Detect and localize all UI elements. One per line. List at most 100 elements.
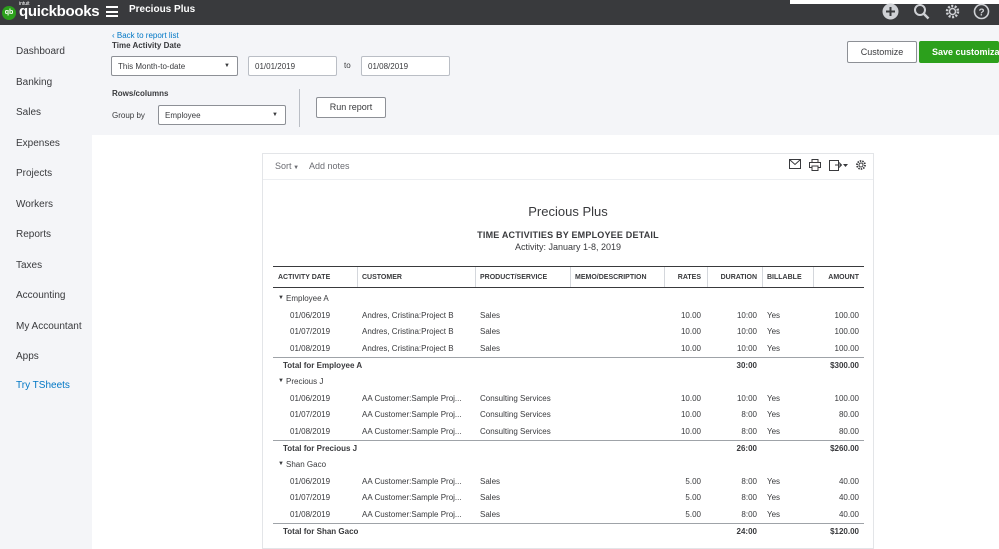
sidebar-item-accounting[interactable]: Accounting	[16, 290, 66, 301]
cell-customer[interactable]: AA Customer:Sample Proj...	[362, 426, 462, 436]
cell-customer[interactable]: AA Customer:Sample Proj...	[362, 393, 462, 403]
period-select[interactable]: This Month-to-date ▼	[111, 56, 238, 76]
table-row[interactable]: 01/08/2019 AA Customer:Sample Proj... Sale…	[273, 507, 864, 523]
total-label: Total for Shan Gaco	[283, 527, 359, 537]
cell-product-service: Sales	[480, 343, 501, 353]
sidebar-item-taxes[interactable]: Taxes	[16, 260, 43, 271]
sidebar-item-banking[interactable]: Banking	[16, 77, 53, 88]
column-header-amount[interactable]: AMOUNT	[828, 274, 859, 281]
cell-activity-date[interactable]: 01/07/2019	[290, 327, 331, 337]
cell-amount[interactable]: 40.00	[838, 493, 859, 503]
sidebar-item-workers[interactable]: Workers	[16, 199, 54, 210]
cell-activity-date[interactable]: 01/08/2019	[290, 343, 331, 353]
cell-customer[interactable]: Andres, Cristina:Project B	[362, 343, 454, 353]
help-icon[interactable]: ?	[973, 3, 990, 24]
group-name: Precious J	[286, 377, 324, 386]
cell-amount[interactable]: 40.00	[838, 476, 859, 486]
table-row[interactable]: 01/07/2019 AA Customer:Sample Proj... Cons…	[273, 407, 864, 423]
hamburger-menu-icon[interactable]	[106, 6, 118, 20]
search-field[interactable]	[790, 0, 999, 4]
cell-duration: 10:00	[736, 310, 757, 320]
table-row[interactable]: 01/08/2019 Andres, Cristina:Project B Sale…	[273, 341, 864, 357]
sidebar-item-my-accountant[interactable]: My Accountant	[16, 321, 82, 332]
save-customization-button[interactable]: Save customizati	[919, 41, 999, 63]
cell-rates: 5.00	[685, 493, 701, 503]
sidebar-item-reports[interactable]: Reports	[16, 229, 52, 240]
chevron-left-icon: ‹	[112, 31, 117, 40]
email-icon[interactable]	[789, 159, 801, 172]
back-link-label: Back to report list	[116, 31, 179, 40]
search-icon[interactable]	[913, 3, 930, 24]
cell-rates: 10.00	[680, 393, 701, 403]
run-report-button[interactable]: Run report	[316, 97, 386, 118]
chevron-down-icon[interactable]: ▼	[278, 378, 284, 384]
column-header-billable[interactable]: BILLABLE	[767, 274, 802, 281]
cell-activity-date[interactable]: 01/08/2019	[290, 426, 331, 436]
sort-dropdown[interactable]: Sort ▼	[275, 161, 299, 171]
total-row: Total for Employee A 30:00 $300.00	[273, 357, 864, 373]
table-row[interactable]: 01/06/2019 AA Customer:Sample Proj... Cons…	[273, 391, 864, 407]
table-row[interactable]: 01/07/2019 Andres, Cristina:Project B Sale…	[273, 324, 864, 340]
chevron-down-icon[interactable]: ▼	[278, 461, 284, 467]
sidebar-item-try-tsheets[interactable]: Try TSheets	[16, 380, 70, 391]
column-header-activity-date[interactable]: ACTIVITY DATE	[278, 274, 331, 281]
cell-amount[interactable]: 100.00	[834, 343, 859, 353]
report-company-name: Precious Plus	[528, 204, 608, 219]
cell-amount[interactable]: 80.00	[838, 426, 859, 436]
column-header-rates[interactable]: RATES	[677, 274, 701, 281]
cell-customer[interactable]: Andres, Cristina:Project B	[362, 327, 454, 337]
sidebar-item-projects[interactable]: Projects	[16, 168, 53, 179]
group-row[interactable]: ▼ Employee A	[273, 291, 864, 307]
cell-amount[interactable]: 40.00	[838, 509, 859, 519]
quickbooks-logo[interactable]: qb intuit quickbooks	[2, 1, 100, 21]
table-row[interactable]: 01/06/2019 Andres, Cristina:Project B Sale…	[273, 308, 864, 324]
total-amount[interactable]: $300.00	[830, 361, 859, 371]
cell-customer[interactable]: AA Customer:Sample Proj...	[362, 476, 462, 486]
print-icon[interactable]	[809, 159, 821, 174]
table-row[interactable]: 01/08/2019 AA Customer:Sample Proj... Cons…	[273, 424, 864, 440]
cell-amount[interactable]: 100.00	[834, 327, 859, 337]
column-header-customer[interactable]: CUSTOMER	[362, 274, 402, 281]
settings-gear-icon[interactable]	[855, 159, 867, 174]
cell-customer[interactable]: AA Customer:Sample Proj...	[362, 410, 462, 420]
to-date-field[interactable]: 01/08/2019	[361, 56, 450, 76]
table-row[interactable]: 01/06/2019 AA Customer:Sample Proj... Sale…	[273, 474, 864, 490]
sidebar-item-sales[interactable]: Sales	[16, 107, 42, 118]
sort-label: Sort	[275, 161, 292, 171]
cell-customer[interactable]: AA Customer:Sample Proj...	[362, 493, 462, 503]
sidebar-item-expenses[interactable]: Expenses	[16, 138, 60, 149]
table-row[interactable]: 01/07/2019 AA Customer:Sample Proj... Sale…	[273, 490, 864, 506]
cell-activity-date[interactable]: 01/07/2019	[290, 410, 331, 420]
column-header-product-service[interactable]: PRODUCT/SERVICE	[480, 274, 548, 281]
total-amount[interactable]: $120.00	[830, 527, 859, 537]
cell-customer[interactable]: AA Customer:Sample Proj...	[362, 509, 462, 519]
cell-customer[interactable]: Andres, Cristina:Project B	[362, 310, 454, 320]
gear-icon[interactable]	[944, 3, 961, 24]
group-row[interactable]: ▼ Shan Gaco	[273, 457, 864, 473]
plus-icon[interactable]	[882, 3, 899, 24]
group-name: Employee A	[286, 294, 329, 303]
total-duration: 26:00	[736, 444, 757, 454]
customize-button[interactable]: Customize	[847, 41, 917, 63]
group-row[interactable]: ▼ Precious J	[273, 374, 864, 390]
cell-activity-date[interactable]: 01/08/2019	[290, 509, 331, 519]
chevron-down-icon[interactable]: ▼	[278, 295, 284, 301]
group-by-select[interactable]: Employee ▼	[158, 105, 286, 125]
back-to-report-list-link[interactable]: ‹ Back to report list	[112, 31, 179, 40]
from-date-field[interactable]: 01/01/2019	[248, 56, 337, 76]
sidebar-item-apps[interactable]: Apps	[16, 351, 39, 362]
cell-activity-date[interactable]: 01/06/2019	[290, 310, 331, 320]
cell-activity-date[interactable]: 01/06/2019	[290, 393, 331, 403]
column-header-memo-description[interactable]: MEMO/DESCRIPTION	[575, 274, 647, 281]
cell-activity-date[interactable]: 01/06/2019	[290, 476, 331, 486]
sidebar-item-dashboard[interactable]: Dashboard	[16, 46, 65, 57]
cell-amount[interactable]: 80.00	[838, 410, 859, 420]
cell-amount[interactable]: 100.00	[834, 393, 859, 403]
column-header-duration[interactable]: DURATION	[720, 274, 757, 281]
cell-activity-date[interactable]: 01/07/2019	[290, 493, 331, 503]
total-amount[interactable]: $260.00	[830, 444, 859, 454]
column-divider	[664, 267, 665, 287]
export-icon[interactable]	[829, 159, 849, 174]
add-notes-link[interactable]: Add notes	[309, 161, 350, 171]
cell-amount[interactable]: 100.00	[834, 310, 859, 320]
